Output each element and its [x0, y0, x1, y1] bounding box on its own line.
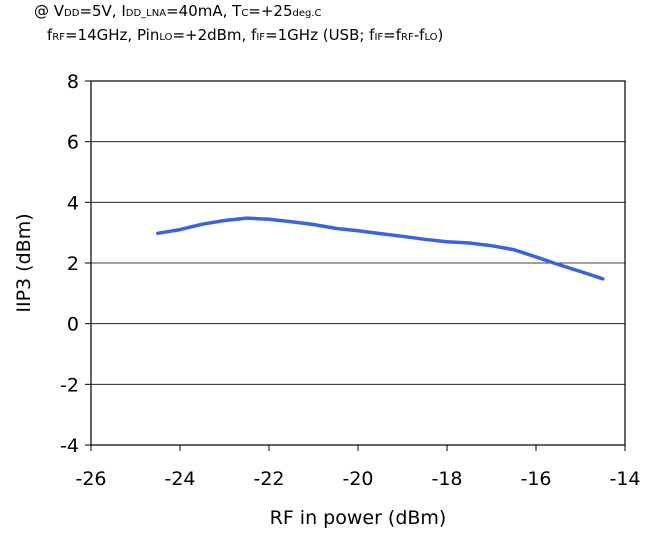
series-line	[156, 216, 605, 281]
x-tick-label: -24	[164, 468, 195, 490]
x-tick-label: -26	[75, 468, 106, 490]
condition-subscript: LO	[424, 32, 438, 43]
x-tick-label: -22	[253, 468, 284, 490]
condition-subscript: DD_LNA	[125, 8, 167, 19]
condition-text: -f	[413, 26, 425, 44]
x-tick-label: -18	[431, 468, 462, 490]
condition-subscript: RF	[52, 32, 65, 43]
y-tick-label: 8	[67, 71, 79, 93]
condition-text: =+25	[248, 2, 293, 20]
condition-text: =40mA, T	[166, 2, 242, 20]
condition-text: =1GHz (USB; f	[265, 26, 375, 44]
y-tick-label: -2	[60, 374, 79, 396]
x-tick-label: -20	[342, 468, 373, 490]
y-tick-label: 2	[67, 253, 79, 275]
y-axis-label: IIP3 (dBm)	[13, 213, 35, 312]
condition-text: )	[437, 26, 444, 44]
x-axis-label: RF in power (dBm)	[270, 507, 447, 529]
condition-text: f	[47, 26, 53, 44]
x-tick-label: -14	[609, 468, 640, 490]
grid-lines	[91, 141, 625, 385]
condition-subscript: C	[241, 8, 249, 19]
condition-subscript: IF	[256, 32, 266, 43]
y-tick-label: -4	[60, 435, 79, 457]
condition-subscript: IF	[374, 32, 384, 43]
y-tick-label: 6	[67, 132, 79, 154]
condition-text: =5V, I	[79, 2, 126, 20]
series-layer	[156, 216, 605, 281]
condition-text: =+2dBm, f	[172, 26, 257, 44]
x-tick-label: -16	[520, 468, 551, 490]
y-tick-label: 0	[67, 314, 79, 336]
condition-subscript: deg.C	[292, 8, 322, 19]
conditions-line-2: fRF=14GHz, PinLO=+2dBm, fIF=1GHz (USB; f…	[47, 26, 443, 44]
condition-text: =14GHz, Pin	[64, 26, 160, 44]
condition-text: =f	[383, 26, 402, 44]
condition-text: @ V	[34, 2, 65, 20]
condition-subscript: LO	[159, 32, 173, 43]
conditions-line-1: @ VDD=5V, IDD_LNA=40mA, TC=+25deg.C	[34, 2, 322, 20]
condition-subscript: RF	[401, 32, 414, 43]
y-tick-label: 4	[67, 192, 79, 214]
condition-subscript: DD	[64, 8, 80, 19]
